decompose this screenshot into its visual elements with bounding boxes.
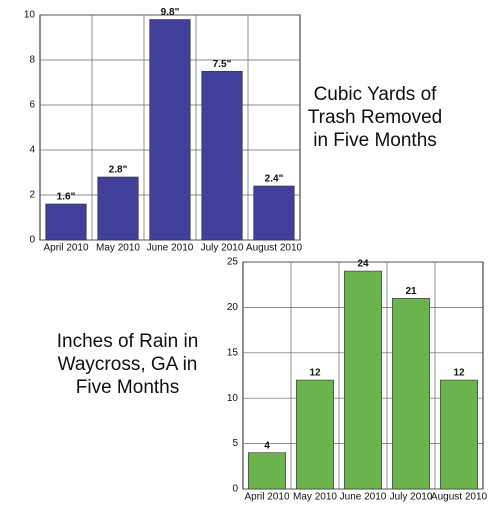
y-tick-label: 4 — [29, 145, 35, 156]
data-label: 24 — [357, 259, 369, 270]
y-tick-label: 5 — [232, 438, 238, 449]
x-tick-label: May 2010 — [96, 243, 140, 254]
x-tick-label: April 2010 — [43, 243, 88, 254]
bar — [439, 379, 479, 490]
x-tick-label: April 2010 — [244, 492, 289, 503]
data-label: 7.5" — [213, 59, 232, 70]
y-tick-label: 6 — [29, 100, 35, 111]
x-tick-label: May 2010 — [293, 492, 337, 503]
y-tick-label: 25 — [227, 257, 239, 268]
y-tick-label: 10 — [227, 393, 239, 404]
y-tick-label: 15 — [227, 347, 239, 358]
data-label: 2.8" — [109, 165, 128, 176]
y-tick-label: 0 — [232, 484, 238, 495]
x-tick-label: July 2010 — [201, 243, 244, 254]
y-tick-label: 0 — [29, 235, 35, 246]
x-tick-label: July 2010 — [390, 492, 433, 503]
data-label: 2.4" — [265, 174, 284, 185]
data-label: 1.6" — [57, 192, 76, 203]
data-label: 12 — [309, 368, 321, 379]
chart-title: Cubic Yards of Trash Removed in Five Mon… — [307, 84, 443, 151]
y-tick-label: 10 — [24, 10, 36, 21]
bar — [247, 452, 287, 490]
data-label: 21 — [405, 286, 417, 297]
y-tick-label: 20 — [227, 302, 239, 313]
bar — [45, 203, 87, 241]
bar — [295, 379, 335, 490]
y-tick-label: 8 — [29, 55, 35, 66]
x-tick-label: August 2010 — [246, 243, 303, 254]
x-tick-label: June 2010 — [340, 492, 387, 503]
bar — [343, 270, 383, 490]
chart-title: Inches of Rain in Waycross, GA in Five M… — [56, 331, 199, 398]
data-label: 9.8" — [161, 7, 180, 18]
data-label: 12 — [453, 368, 465, 379]
bar — [97, 176, 139, 241]
bar — [201, 70, 243, 241]
bar — [253, 185, 295, 241]
data-label: 4 — [264, 440, 270, 451]
bar — [391, 298, 431, 490]
x-tick-label: June 2010 — [147, 243, 194, 254]
bar — [149, 19, 191, 241]
x-tick-label: August 2010 — [431, 492, 488, 503]
y-tick-label: 2 — [29, 190, 35, 201]
